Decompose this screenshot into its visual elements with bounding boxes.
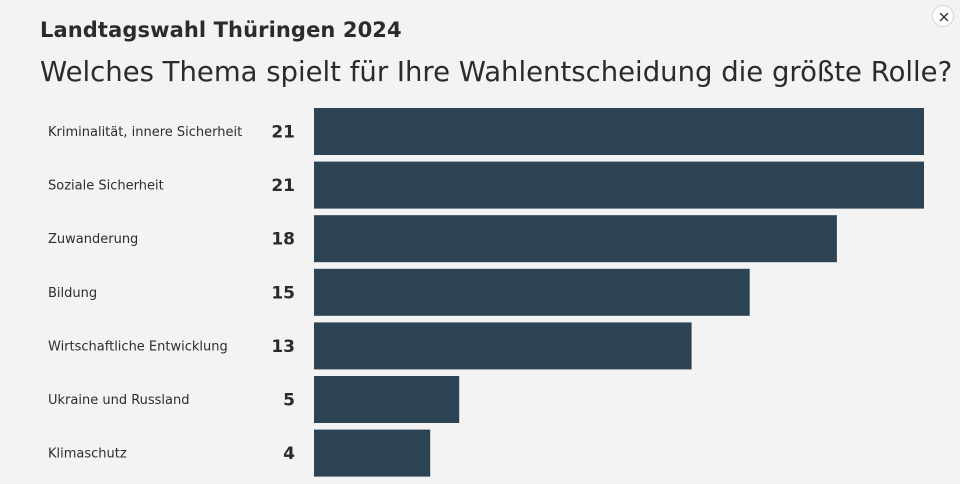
bar-3 — [314, 268, 750, 316]
chart-title: Welches Thema spielt für Ihre Wahlentsch… — [40, 56, 953, 88]
category-label-1: Soziale Sicherheit — [48, 179, 164, 194]
value-label-4: 13 — [271, 337, 295, 357]
category-label-0: Kriminalität, innere Sicherheit — [48, 125, 242, 140]
close-button[interactable] — [932, 5, 954, 27]
category-label-3: Bildung — [48, 286, 97, 301]
value-label-1: 21 — [271, 176, 295, 196]
value-label-5: 5 — [283, 391, 295, 411]
value-label-0: 21 — [271, 123, 295, 143]
chart-supertitle: Landtagswahl Thüringen 2024 — [40, 18, 402, 42]
bar-4 — [314, 322, 692, 370]
bar-6 — [314, 429, 431, 477]
bar-2 — [314, 215, 837, 263]
value-label-2: 18 — [271, 230, 295, 250]
value-label-3: 15 — [271, 283, 295, 303]
close-icon — [939, 12, 949, 22]
category-label-5: Ukraine und Russland — [48, 393, 190, 408]
bar-0 — [314, 108, 924, 155]
category-label-2: Zuwanderung — [48, 232, 138, 247]
category-label-4: Wirtschaftliche Entwicklung — [48, 339, 228, 354]
value-label-6: 4 — [283, 444, 295, 464]
bar-5 — [314, 376, 460, 423]
bar-1 — [314, 161, 924, 209]
category-label-6: Klimaschutz — [48, 447, 127, 462]
